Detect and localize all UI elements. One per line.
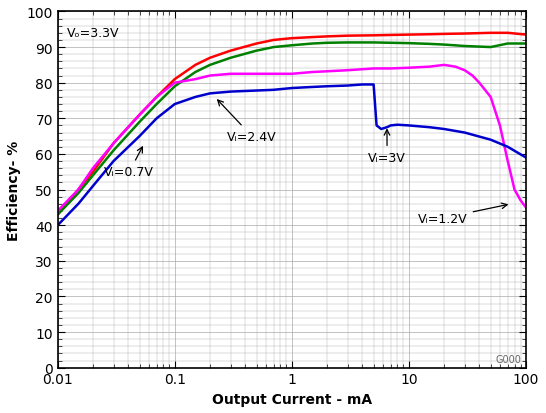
Text: Vᵢ=3V: Vᵢ=3V [368, 130, 406, 165]
Text: Vᵢ=1.2V: Vᵢ=1.2V [418, 204, 507, 225]
Text: Vₒ=3.3V: Vₒ=3.3V [67, 26, 120, 40]
Text: Vᵢ=2.4V: Vᵢ=2.4V [218, 101, 277, 143]
Text: G000: G000 [495, 354, 521, 364]
X-axis label: Output Current - mA: Output Current - mA [212, 392, 372, 406]
Text: Vᵢ=0.7V: Vᵢ=0.7V [104, 147, 154, 179]
Y-axis label: Efficiency- %: Efficiency- % [7, 140, 21, 240]
